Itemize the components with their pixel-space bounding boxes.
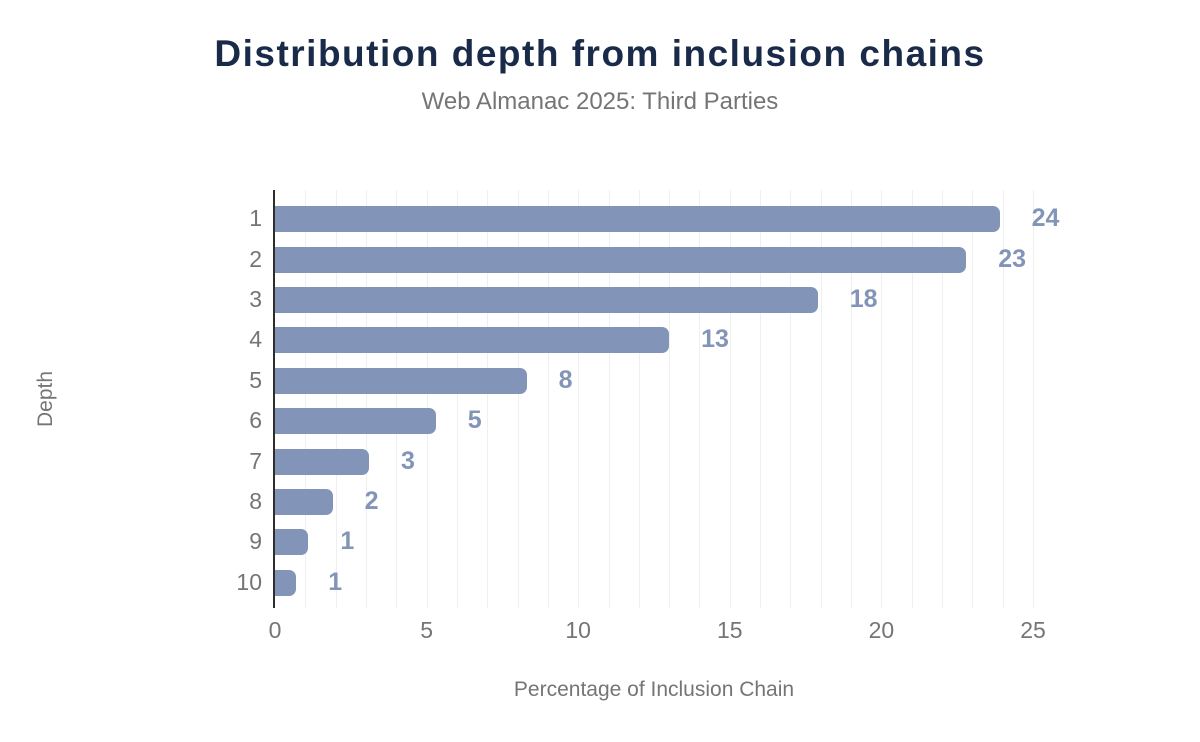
x-tick-label: 0 [268,617,282,643]
bar-depth-6 [275,408,436,435]
bar-depth-7 [275,448,369,475]
bar-depth-5 [275,367,527,394]
bar-depth-4 [275,327,670,354]
bar-depth-3 [275,287,818,313]
x-axis-title: Percentage of Inclusion Chain [513,678,795,701]
bar-depth-2 [275,246,967,273]
y-tick-label: 6 [249,407,262,434]
y-tick-label: 2 [249,245,262,272]
bar-value-label: 23 [998,244,1027,273]
y-tick-label: 4 [249,326,262,353]
y-tick-label: 5 [249,366,262,393]
gridline [1033,190,1034,608]
gridline [972,190,974,608]
x-tick-label: 15 [717,617,743,643]
x-tick-label: 5 [420,617,433,643]
y-tick-label: 7 [249,447,262,474]
bar-value-label: 5 [467,406,482,435]
y-axis-title: Depth [34,370,57,428]
bar-depth-8 [275,489,333,515]
x-tick-label: 25 [1020,617,1046,643]
x-tick-label: 20 [868,617,895,643]
bar-value-label: 13 [701,325,729,354]
y-axis-line [273,190,275,608]
chart-subtitle: Web Almanac 2025: Third Parties [421,88,779,115]
y-tick-label: 1 [249,205,262,232]
bar-depth-9 [275,529,309,556]
y-tick-label: 3 [249,286,262,312]
bar-value-label: 18 [849,285,878,313]
bar-value-label: 8 [558,365,573,394]
y-tick-label: 10 [236,568,262,595]
chart-title: Distribution depth from inclusion chains [214,33,986,74]
bar-depth-10 [275,569,297,596]
bar-value-label: 1 [340,527,355,556]
bar-value-label: 3 [400,446,415,475]
x-tick-label: 10 [565,617,591,643]
y-tick-label: 8 [249,488,262,514]
bar-value-label: 24 [1031,204,1060,233]
bar-value-label: 2 [364,487,379,515]
bar-value-label: 1 [328,567,343,596]
y-tick-label: 9 [249,528,262,555]
bar-depth-1 [275,206,1000,233]
